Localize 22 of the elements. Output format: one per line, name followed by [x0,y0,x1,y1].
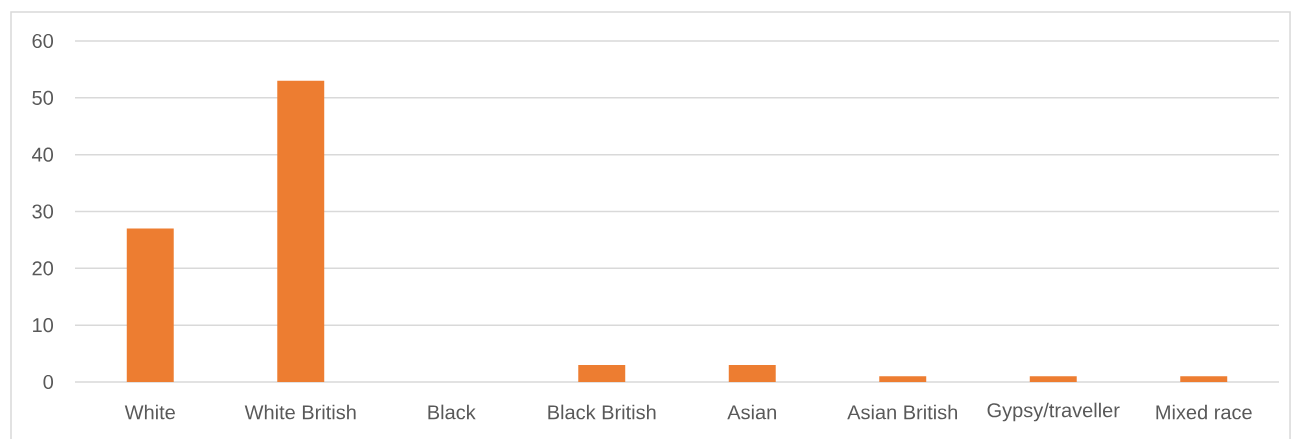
bar [879,376,927,382]
x-tick-label: Black British [548,404,656,420]
y-tick-label: 20 [32,261,54,276]
y-tick-label: 60 [32,33,54,49]
x-tick-label: White [124,404,175,420]
x-tick-label: Asian British [847,404,957,420]
bar [126,228,174,382]
y-tick-label: 40 [32,147,54,162]
x-tick-label: White British [244,404,356,420]
bar [728,364,776,382]
x-tick-label: Mixed race [1156,404,1252,420]
y-tick-label: 50 [32,90,54,105]
bar [578,364,626,382]
y-tick-label: 0 [43,374,54,390]
x-tick-label: Gypsy/traveller [987,402,1120,422]
bar [277,80,325,382]
y-tick-label: 10 [33,318,54,333]
y-tick-label: 30 [32,204,54,219]
x-tick-label: Asian [727,404,776,420]
bar [1180,376,1228,382]
x-tick-label: Black [428,404,476,420]
bar [1029,376,1077,382]
